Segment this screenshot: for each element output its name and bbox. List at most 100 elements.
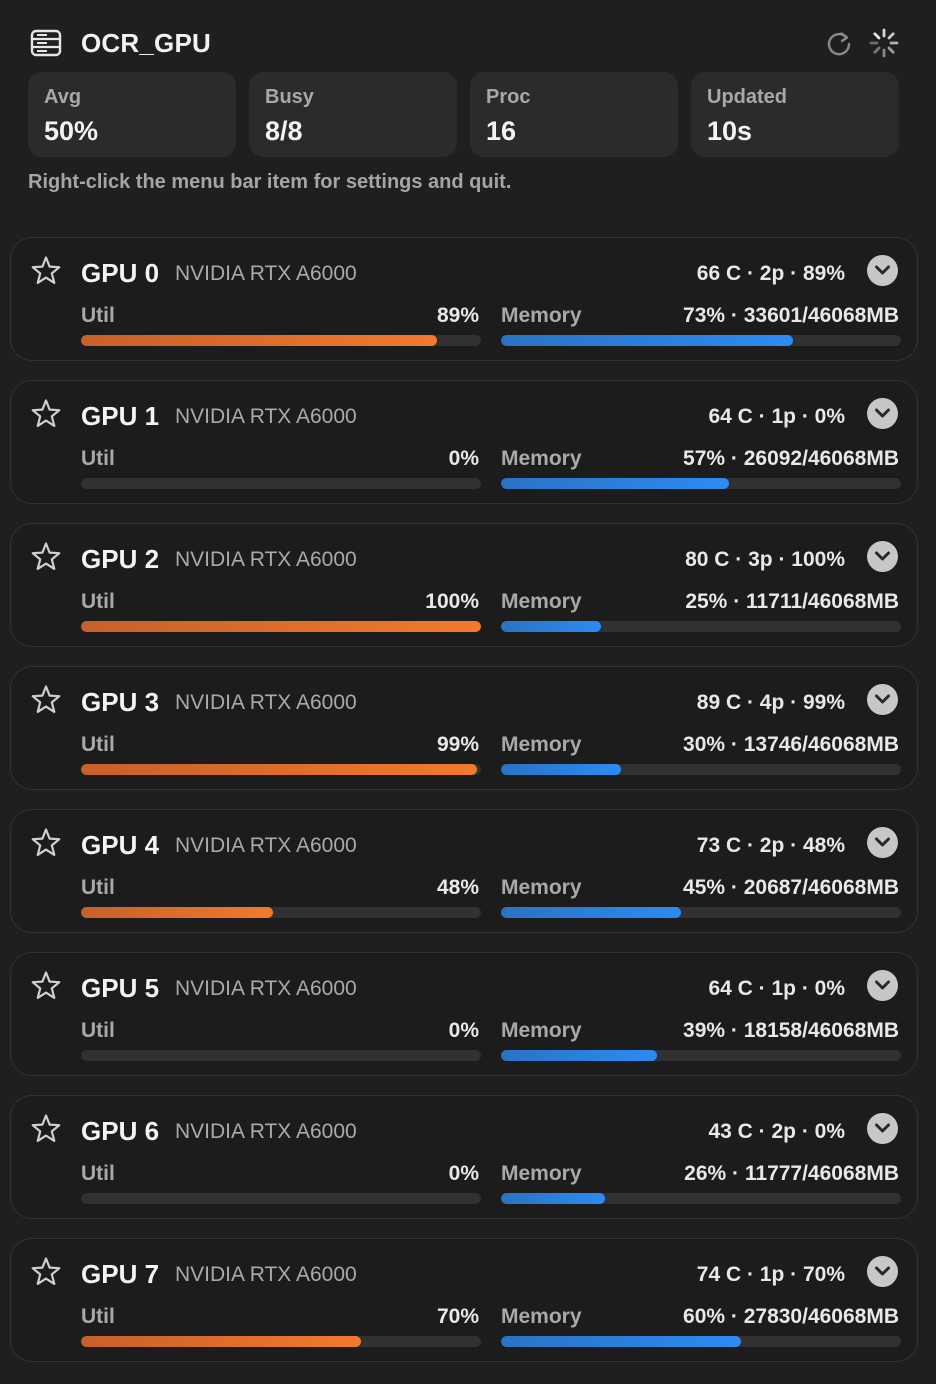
stat-label: Proc <box>486 86 531 108</box>
memory-value: 30% · 13746/46068MB <box>683 733 899 756</box>
util-bar <box>81 335 481 346</box>
memory-bar-fill <box>501 478 729 489</box>
util-bar <box>81 1193 481 1204</box>
util-label: Util <box>81 447 115 470</box>
hint-text: Right-click the menu bar item for settin… <box>28 171 512 193</box>
chevron-down-icon[interactable] <box>867 1113 898 1144</box>
chevron-down-icon[interactable] <box>867 255 898 286</box>
gpu-name: GPU 6 <box>81 1116 160 1146</box>
chevron-down-icon[interactable] <box>867 970 898 1001</box>
util-value: 48% <box>436 876 479 899</box>
gpu-model: NVIDIA RTX A6000 <box>175 691 357 714</box>
star-icon[interactable] <box>29 1112 63 1146</box>
memory-label: Memory <box>501 1019 582 1042</box>
memory-bar-fill <box>501 1050 657 1061</box>
gpu-card[interactable]: GPU 5 NVIDIA RTX A6000 64 C · 1p · 0% Util 0… <box>10 952 918 1076</box>
util-bar <box>81 907 481 918</box>
memory-bar <box>501 1336 901 1347</box>
gpu-card[interactable]: GPU 1 NVIDIA RTX A6000 64 C · 1p · 0% Util 0… <box>10 380 918 504</box>
gpu-name: GPU 3 <box>81 687 160 717</box>
gpu-model: NVIDIA RTX A6000 <box>175 1263 357 1286</box>
util-value: 70% <box>436 1305 479 1328</box>
server-icon <box>30 29 62 57</box>
memory-value: 25% · 11711/46068MB <box>685 590 899 613</box>
star-icon[interactable] <box>29 683 63 717</box>
stat-avg: Avg 50% <box>28 72 236 157</box>
memory-bar <box>501 621 901 632</box>
gpu-model: NVIDIA RTX A6000 <box>175 548 357 571</box>
gpu-stats: 73 C · 2p · 48% <box>696 834 845 857</box>
util-label: Util <box>81 590 115 613</box>
memory-bar <box>501 907 901 918</box>
util-label: Util <box>81 876 115 899</box>
refresh-icon[interactable] <box>824 28 854 58</box>
util-bar-fill <box>81 764 477 775</box>
gpu-card[interactable]: GPU 7 NVIDIA RTX A6000 74 C · 1p · 70% Util… <box>10 1238 918 1362</box>
gpu-card[interactable]: GPU 4 NVIDIA RTX A6000 73 C · 2p · 48% Util… <box>10 809 918 933</box>
gpu-name: GPU 4 <box>81 830 160 860</box>
util-value: 0% <box>448 1019 479 1042</box>
util-value: 100% <box>425 590 479 613</box>
star-icon[interactable] <box>29 540 63 574</box>
gpu-name: GPU 5 <box>81 973 160 1003</box>
util-label: Util <box>81 1162 115 1185</box>
util-bar <box>81 1050 481 1061</box>
chevron-down-icon[interactable] <box>867 541 898 572</box>
util-bar-fill <box>81 907 273 918</box>
gpu-model: NVIDIA RTX A6000 <box>175 834 357 857</box>
memory-label: Memory <box>501 733 582 756</box>
util-value: 89% <box>436 304 479 327</box>
chevron-down-icon[interactable] <box>867 684 898 715</box>
memory-bar <box>501 1050 901 1061</box>
chevron-down-icon[interactable] <box>867 1256 898 1287</box>
star-icon[interactable] <box>29 969 63 1003</box>
util-value: 99% <box>436 733 479 756</box>
memory-bar <box>501 335 901 346</box>
memory-value: 60% · 27830/46068MB <box>683 1305 899 1328</box>
memory-value: 26% · 11777/46068MB <box>684 1162 899 1185</box>
util-bar-fill <box>81 335 437 346</box>
memory-bar-fill <box>501 1193 605 1204</box>
memory-bar <box>501 1193 901 1204</box>
memory-label: Memory <box>501 876 582 899</box>
util-bar <box>81 621 481 632</box>
util-bar-fill <box>81 621 481 632</box>
gpu-stats: 64 C · 1p · 0% <box>708 405 845 428</box>
stat-busy: Busy 8/8 <box>249 72 457 157</box>
util-value: 0% <box>448 447 479 470</box>
memory-bar <box>501 764 901 775</box>
memory-bar-fill <box>501 335 793 346</box>
util-bar <box>81 764 481 775</box>
memory-label: Memory <box>501 590 582 613</box>
gpu-model: NVIDIA RTX A6000 <box>175 1120 357 1143</box>
memory-bar <box>501 478 901 489</box>
memory-bar-fill <box>501 621 601 632</box>
memory-bar-fill <box>501 764 621 775</box>
util-value: 0% <box>448 1162 479 1185</box>
gpu-stats: 74 C · 1p · 70% <box>696 1263 845 1286</box>
gpu-card[interactable]: GPU 6 NVIDIA RTX A6000 43 C · 2p · 0% Util 0… <box>10 1095 918 1219</box>
memory-value: 39% · 18158/46068MB <box>683 1019 899 1042</box>
gpu-card[interactable]: GPU 0 NVIDIA RTX A6000 66 C · 2p · 89% Util… <box>10 237 918 361</box>
gpu-model: NVIDIA RTX A6000 <box>175 977 357 1000</box>
gpu-card[interactable]: GPU 2 NVIDIA RTX A6000 80 C · 3p · 100% Uti… <box>10 523 918 647</box>
spinner-icon <box>869 28 899 58</box>
star-icon[interactable] <box>29 254 63 288</box>
stat-value: 8/8 <box>265 116 303 146</box>
chevron-down-icon[interactable] <box>867 827 898 858</box>
stat-value: 50% <box>44 116 99 146</box>
util-bar <box>81 1336 481 1347</box>
memory-label: Memory <box>501 304 582 327</box>
chevron-down-icon[interactable] <box>867 398 898 429</box>
star-icon[interactable] <box>29 397 63 431</box>
gpu-model: NVIDIA RTX A6000 <box>175 405 357 428</box>
stat-updated: Updated 10s <box>691 72 899 157</box>
gpu-stats: 80 C · 3p · 100% <box>685 548 845 571</box>
gpu-name: GPU 0 <box>81 258 160 288</box>
util-bar-fill <box>81 1336 361 1347</box>
star-icon[interactable] <box>29 1255 63 1289</box>
gpu-card[interactable]: GPU 3 NVIDIA RTX A6000 89 C · 4p · 99% Util… <box>10 666 918 790</box>
star-icon[interactable] <box>29 826 63 860</box>
memory-value: 73% · 33601/46068MB <box>683 304 899 327</box>
